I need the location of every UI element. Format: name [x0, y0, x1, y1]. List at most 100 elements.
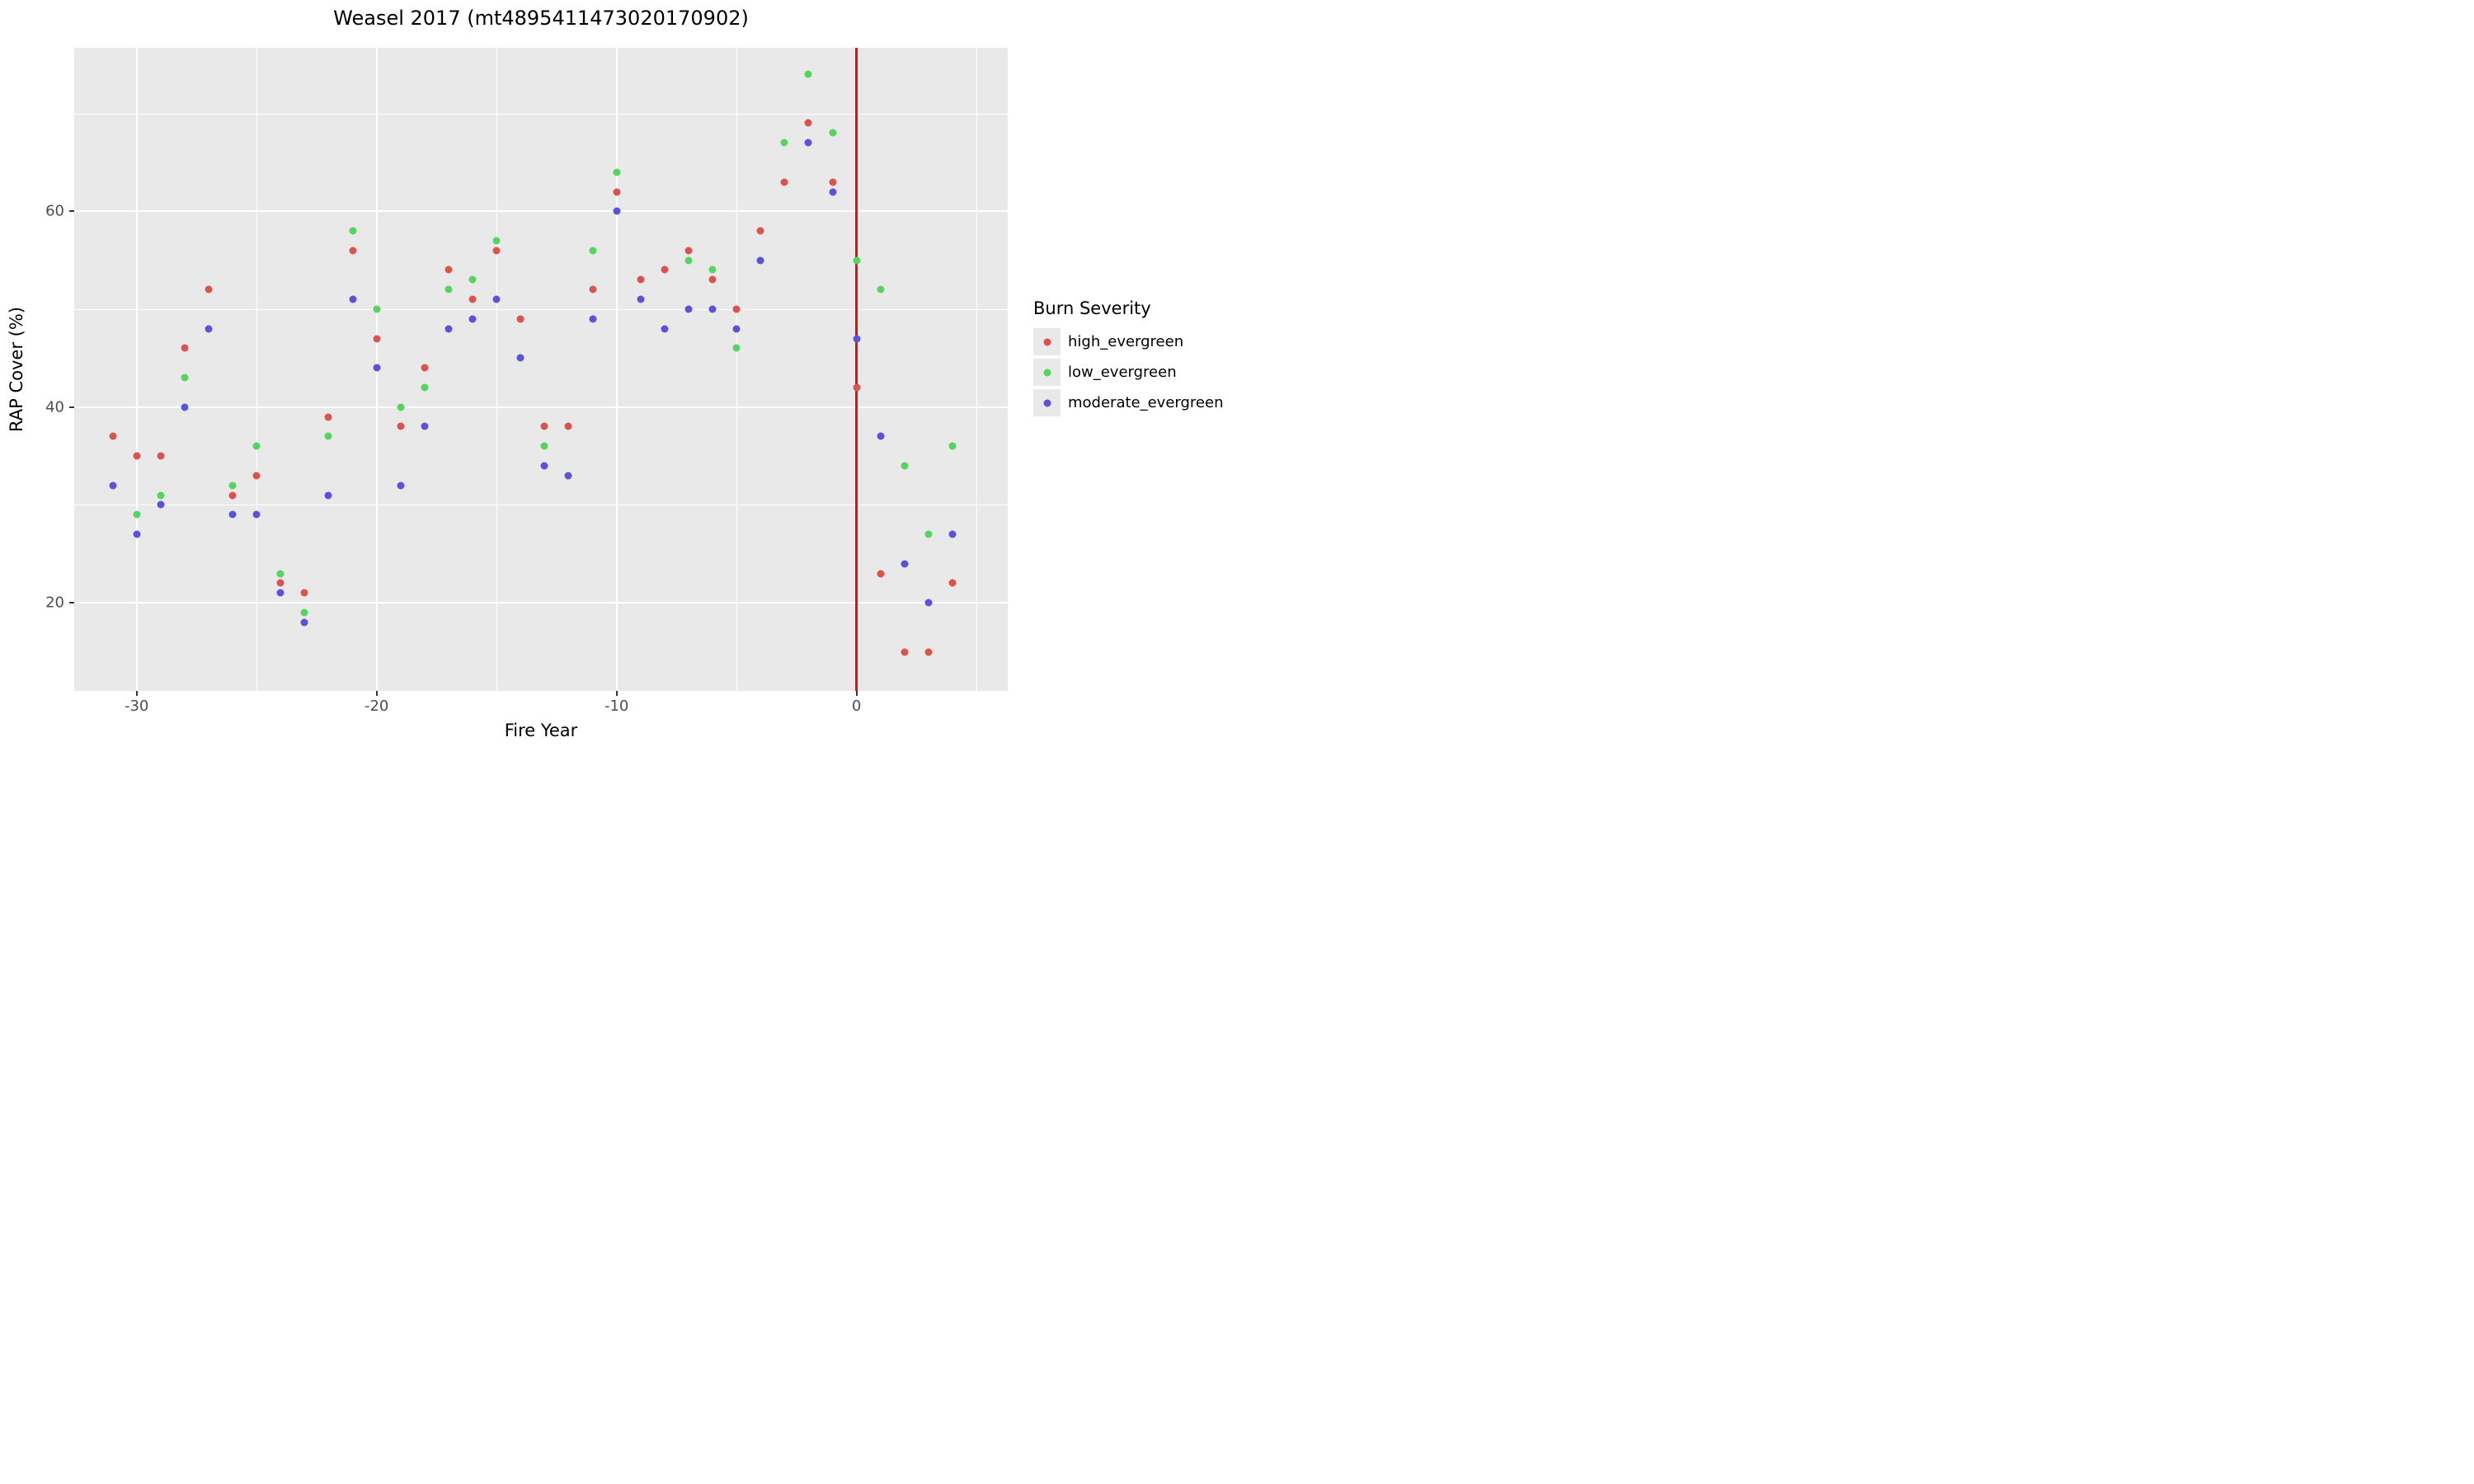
data-point-moderate_evergreen	[829, 188, 837, 196]
data-point-high_evergreen	[804, 119, 812, 127]
y-minor-gridline	[74, 308, 1008, 310]
data-point-low_evergreen	[228, 481, 237, 490]
data-point-moderate_evergreen	[373, 364, 381, 372]
data-point-low_evergreen	[444, 285, 453, 294]
data-point-low_evergreen	[684, 256, 693, 265]
data-point-moderate_evergreen	[444, 325, 453, 333]
data-point-low_evergreen	[421, 383, 429, 392]
data-point-low_evergreen	[349, 227, 357, 235]
data-point-moderate_evergreen	[300, 618, 308, 627]
data-point-moderate_evergreen	[252, 510, 261, 519]
data-point-low_evergreen	[397, 403, 405, 411]
data-point-high_evergreen	[468, 295, 477, 303]
legend-key	[1033, 359, 1061, 386]
x-tick-label: -10	[604, 697, 629, 715]
data-point-high_evergreen	[324, 413, 332, 421]
data-point-low_evergreen	[901, 462, 909, 470]
x-major-gridline	[615, 48, 618, 691]
data-point-high_evergreen	[756, 227, 764, 235]
data-point-low_evergreen	[133, 510, 141, 519]
data-point-low_evergreen	[540, 442, 548, 450]
x-axis-title: Fire Year	[504, 721, 578, 740]
data-point-moderate_evergreen	[205, 325, 213, 333]
data-point-high_evergreen	[708, 275, 717, 284]
data-point-moderate_evergreen	[421, 422, 429, 430]
data-point-low_evergreen	[613, 168, 621, 176]
data-point-moderate_evergreen	[492, 295, 501, 303]
data-point-high_evergreen	[924, 648, 933, 655]
data-point-high_evergreen	[157, 452, 165, 460]
data-point-high_evergreen	[444, 265, 453, 274]
data-point-high_evergreen	[492, 247, 501, 255]
data-point-low_evergreen	[877, 285, 885, 294]
data-point-low_evergreen	[276, 570, 285, 578]
legend-swatch-high_evergreen	[1043, 338, 1051, 345]
y-major-gridline	[74, 602, 1008, 604]
legend-item: low_evergreen	[1033, 359, 1223, 386]
data-point-moderate_evergreen	[109, 481, 117, 490]
data-point-high_evergreen	[564, 422, 572, 430]
data-point-low_evergreen	[829, 129, 837, 137]
y-tick-mark	[69, 406, 74, 408]
data-point-moderate_evergreen	[157, 500, 165, 509]
data-point-low_evergreen	[300, 608, 308, 617]
data-point-low_evergreen	[948, 442, 957, 450]
y-axis-title: RAP Cover (%)	[7, 307, 26, 432]
data-point-moderate_evergreen	[589, 315, 597, 323]
data-point-high_evergreen	[276, 579, 285, 587]
data-point-high_evergreen	[661, 265, 669, 274]
legend: Burn Severity high_evergreen low_evergree…	[1033, 298, 1223, 420]
data-point-high_evergreen	[540, 422, 548, 430]
data-point-moderate_evergreen	[613, 207, 621, 215]
data-point-moderate_evergreen	[637, 295, 645, 303]
data-point-moderate_evergreen	[181, 403, 189, 411]
data-point-high_evergreen	[684, 247, 693, 255]
data-point-high_evergreen	[637, 275, 645, 284]
data-point-moderate_evergreen	[924, 599, 933, 607]
plot-panel	[74, 48, 1008, 691]
data-point-moderate_evergreen	[732, 325, 741, 333]
data-point-high_evergreen	[181, 344, 189, 352]
legend-key	[1033, 389, 1061, 416]
data-point-high_evergreen	[877, 570, 885, 578]
y-axis: 20 40 60	[0, 48, 74, 691]
fire-year-reference-line	[855, 48, 858, 691]
data-point-high_evergreen	[732, 305, 741, 313]
data-point-low_evergreen	[589, 247, 597, 255]
y-tick-label: 20	[45, 594, 64, 612]
data-point-moderate_evergreen	[948, 530, 957, 538]
data-point-high_evergreen	[109, 432, 117, 440]
data-point-high_evergreen	[901, 648, 909, 655]
data-point-moderate_evergreen	[901, 560, 909, 568]
data-point-high_evergreen	[228, 491, 237, 500]
x-major-gridline	[135, 48, 138, 691]
chart-title: Weasel 2017 (mt4895411473020170902)	[333, 7, 749, 30]
data-point-high_evergreen	[421, 364, 429, 372]
x-minor-gridline	[496, 48, 498, 691]
data-point-low_evergreen	[468, 275, 477, 284]
data-point-low_evergreen	[780, 139, 788, 147]
data-point-moderate_evergreen	[468, 315, 477, 323]
data-point-high_evergreen	[516, 315, 524, 323]
data-point-high_evergreen	[589, 285, 597, 294]
legend-label: moderate_evergreen	[1068, 394, 1224, 411]
y-tick-mark	[69, 210, 74, 213]
data-point-moderate_evergreen	[853, 335, 861, 343]
data-point-low_evergreen	[252, 442, 261, 450]
data-point-moderate_evergreen	[516, 354, 524, 362]
figure: Weasel 2017 (mt4895411473020170902) -30-…	[0, 0, 1237, 742]
x-tick-mark	[615, 691, 618, 696]
data-point-high_evergreen	[133, 452, 141, 460]
data-point-moderate_evergreen	[397, 481, 405, 490]
data-point-moderate_evergreen	[133, 530, 141, 538]
x-axis: -30 -20 -10 0	[74, 691, 1008, 716]
data-point-high_evergreen	[349, 247, 357, 255]
data-point-moderate_evergreen	[708, 305, 717, 313]
legend-title: Burn Severity	[1033, 298, 1151, 318]
data-point-moderate_evergreen	[756, 256, 764, 265]
data-point-low_evergreen	[708, 265, 717, 274]
y-minor-gridline	[74, 113, 1008, 115]
data-point-moderate_evergreen	[684, 305, 693, 313]
legend-item: moderate_evergreen	[1033, 389, 1223, 416]
x-minor-gridline	[976, 48, 978, 691]
